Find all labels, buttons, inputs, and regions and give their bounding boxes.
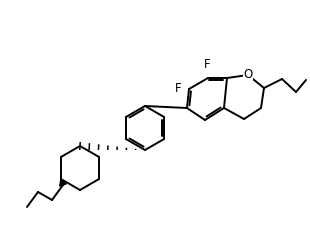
- Text: F: F: [204, 58, 210, 72]
- Text: F: F: [175, 82, 181, 96]
- Text: O: O: [243, 69, 253, 82]
- Polygon shape: [60, 179, 66, 186]
